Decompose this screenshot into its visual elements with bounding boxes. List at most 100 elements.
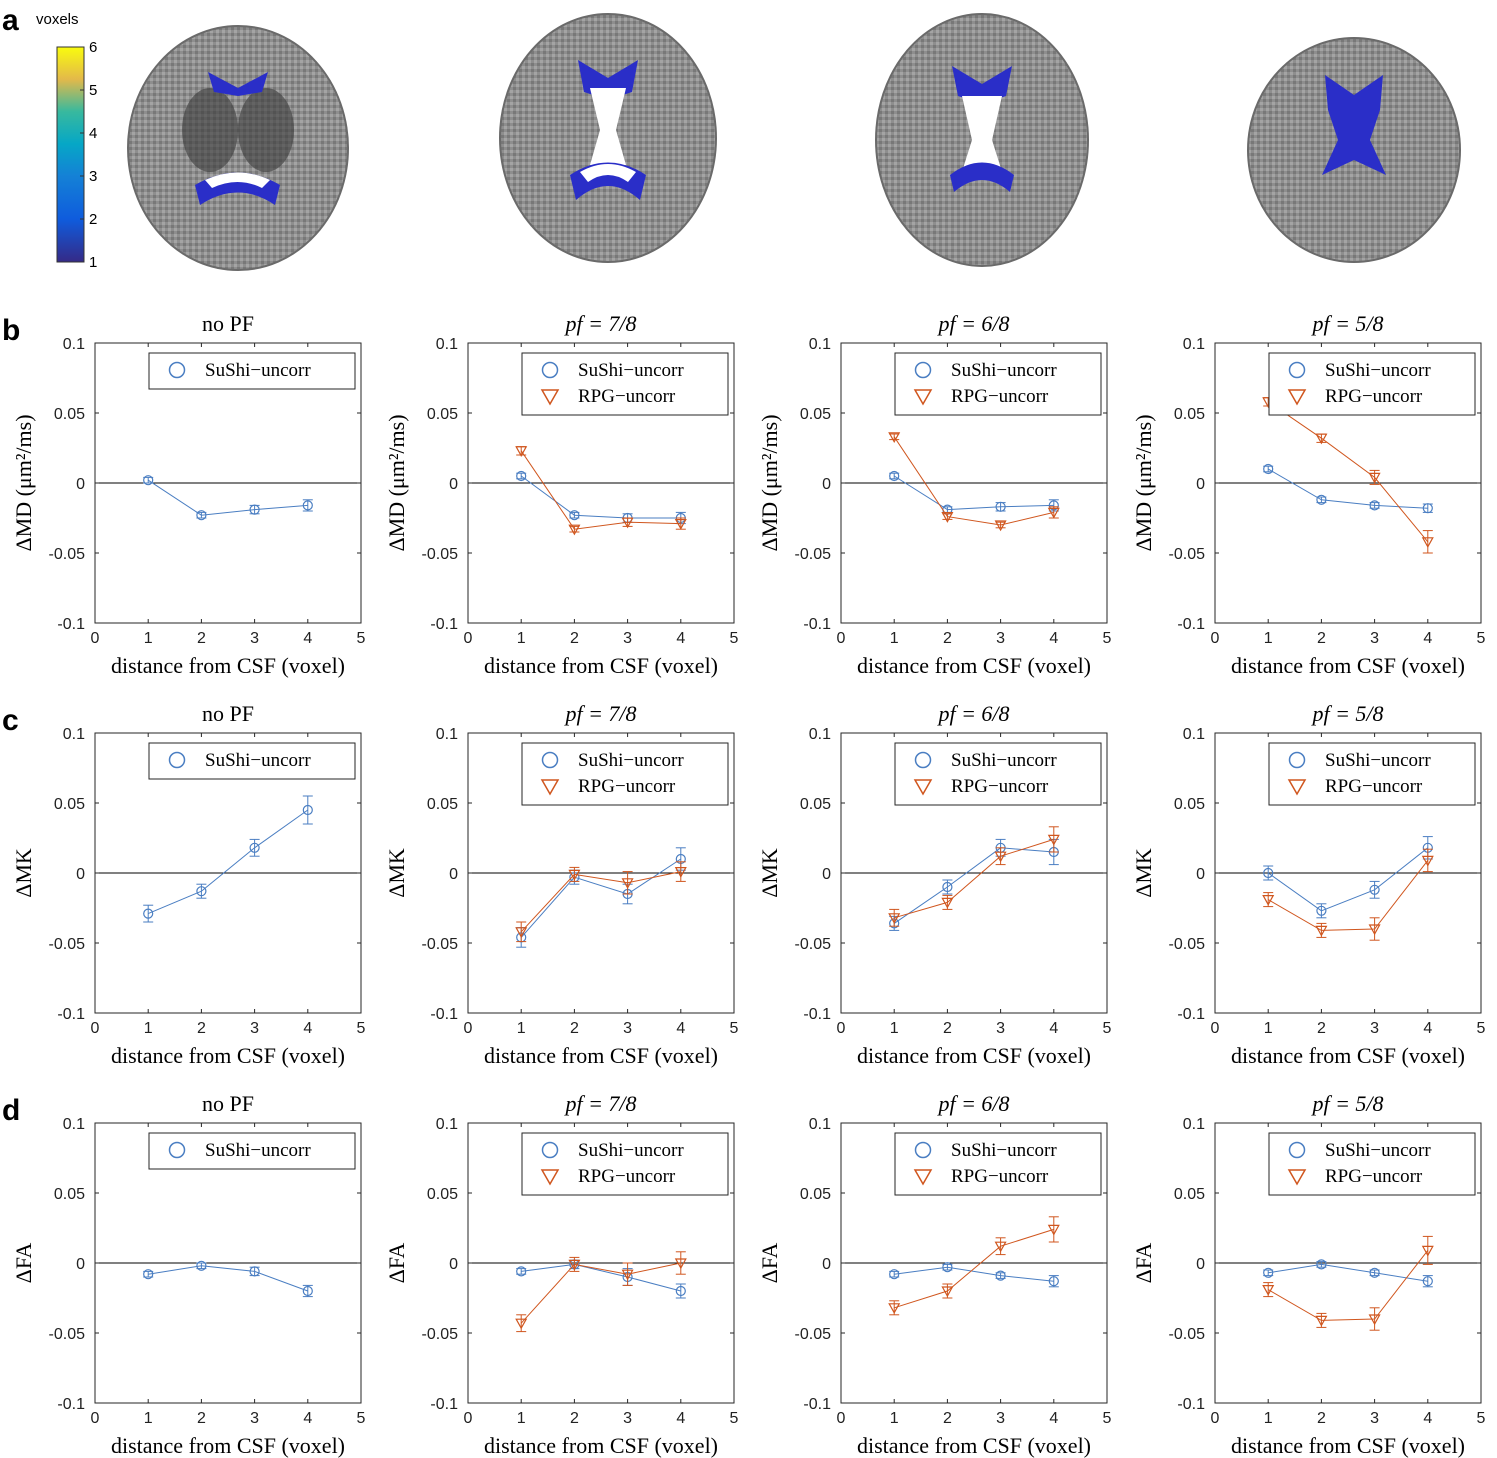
y-tick-label: 0 <box>449 1256 458 1273</box>
x-tick-label: 1 <box>517 630 526 647</box>
data-point <box>942 1262 953 1273</box>
x-tick-label: 3 <box>250 630 259 647</box>
data-point <box>249 842 260 853</box>
data-point <box>1422 503 1433 514</box>
series-rpg <box>888 432 1060 532</box>
colorbar-label: voxels <box>36 11 79 28</box>
data-point <box>143 908 154 919</box>
y-axis-label: ΔFA <box>11 1243 36 1284</box>
x-tick-label: 3 <box>250 1020 259 1037</box>
data-point <box>1315 1315 1328 1327</box>
x-tick-label: 4 <box>303 1020 312 1037</box>
data-point <box>249 1266 260 1277</box>
y-tick-label: 0.05 <box>800 406 831 423</box>
y-tick-label: -0.05 <box>795 1326 832 1343</box>
series-sushi <box>889 1262 1059 1288</box>
legend-box <box>521 1132 729 1196</box>
legend-box <box>894 1132 1102 1196</box>
y-tick-label: 0.05 <box>800 796 831 813</box>
data-point <box>568 869 581 881</box>
x-tick-label: 5 <box>1103 1410 1112 1427</box>
y-tick-label: 0.1 <box>63 726 85 743</box>
brain-slice-3 <box>875 13 1089 267</box>
y-tick-label: 0.05 <box>427 406 458 423</box>
x-tick-label: 3 <box>623 1020 632 1037</box>
series-line <box>148 809 309 915</box>
legend-marker-rpg <box>913 389 933 406</box>
colorbar-tick-label: 5 <box>89 82 97 99</box>
data-point <box>515 927 528 939</box>
y-tick-label: -0.1 <box>803 1006 831 1023</box>
colorbar-tick-label: 4 <box>89 125 97 142</box>
legend-label-sushi: SuShi−uncorr <box>578 360 684 381</box>
series-rpg <box>515 861 687 943</box>
chart-title: no PF <box>202 701 254 726</box>
y-tick-label: 0.1 <box>1183 726 1205 743</box>
legend-label-rpg: RPG−uncorr <box>1325 386 1423 407</box>
legend-marker-sushi <box>1288 751 1306 769</box>
y-tick-label: 0.1 <box>1183 1116 1205 1133</box>
legend-marker-rpg <box>540 389 560 406</box>
series-line <box>1267 847 1429 912</box>
x-tick-label: 2 <box>943 630 952 647</box>
x-tick-label: 2 <box>197 1020 206 1037</box>
x-axis-label: distance from CSF (voxel) <box>484 1433 718 1458</box>
y-tick-label: -0.05 <box>1169 936 1206 953</box>
series-rpg <box>515 1251 687 1333</box>
colorbar-tick-label: 1 <box>89 254 97 271</box>
data-point <box>143 1269 154 1280</box>
x-tick-label: 1 <box>890 1020 899 1037</box>
data-point <box>196 510 207 521</box>
chart-title: pf = 6/8 <box>936 701 1009 726</box>
y-tick-label: -0.1 <box>57 1396 85 1413</box>
legend-marker-rpg <box>1287 779 1307 796</box>
y-axis-label: ΔMD (μm²/ms) <box>757 414 782 551</box>
x-tick-label: 5 <box>357 1020 366 1037</box>
chart-title: no PF <box>202 311 254 336</box>
x-axis-label: distance from CSF (voxel) <box>484 653 718 678</box>
y-tick-label: -0.1 <box>57 1006 85 1023</box>
y-tick-label: -0.1 <box>430 616 458 633</box>
chart-b-1: 0 1 2 3 4 5 -0.1 -0.05 0 0.05 0.1 no PF distance fro… <box>11 311 366 678</box>
y-tick-label: 0.05 <box>800 1186 831 1203</box>
x-tick-label: 3 <box>1370 1410 1379 1427</box>
data-point <box>1263 1267 1274 1278</box>
chart-title: pf = 6/8 <box>936 311 1009 336</box>
x-tick-label: 5 <box>1477 1020 1486 1037</box>
chart-title: no PF <box>202 1091 254 1116</box>
legend: SuShi−uncorr RPG−uncorr <box>894 1132 1102 1196</box>
series-rpg <box>1262 397 1434 554</box>
data-point <box>1368 924 1381 936</box>
y-tick-label: -0.05 <box>795 546 832 563</box>
data-point <box>1421 1245 1434 1257</box>
legend-label-rpg: RPG−uncorr <box>578 1166 676 1187</box>
data-point <box>515 1318 528 1330</box>
x-tick-label: 2 <box>1317 630 1326 647</box>
series-line <box>1267 468 1428 509</box>
data-point <box>675 1285 686 1297</box>
y-tick-label: 0.1 <box>809 726 831 743</box>
data-point <box>1422 1276 1433 1287</box>
data-point <box>941 1286 954 1298</box>
y-tick-label: -0.1 <box>803 1396 831 1413</box>
x-tick-label: 0 <box>91 1020 100 1037</box>
x-tick-label: 4 <box>1423 1020 1432 1037</box>
data-point <box>1315 433 1328 445</box>
y-axis-label: ΔFA <box>1131 1243 1156 1284</box>
data-point <box>1368 1314 1381 1326</box>
series-line <box>1267 860 1429 931</box>
y-tick-label: 0 <box>1196 866 1205 883</box>
data-point <box>1369 500 1380 511</box>
y-tick-label: 0.05 <box>1174 406 1205 423</box>
series-rpg <box>1262 848 1434 941</box>
x-tick-label: 3 <box>996 630 1005 647</box>
y-tick-label: 0.1 <box>1183 336 1205 353</box>
y-tick-label: -0.05 <box>422 546 459 563</box>
legend-box <box>894 742 1102 806</box>
series-sushi <box>889 470 1059 515</box>
legend-box <box>148 1132 356 1170</box>
y-tick-label: -0.1 <box>57 616 85 633</box>
x-tick-label: 2 <box>570 1410 579 1427</box>
data-point <box>1047 1224 1060 1236</box>
y-axis-label: ΔMK <box>1131 848 1156 898</box>
